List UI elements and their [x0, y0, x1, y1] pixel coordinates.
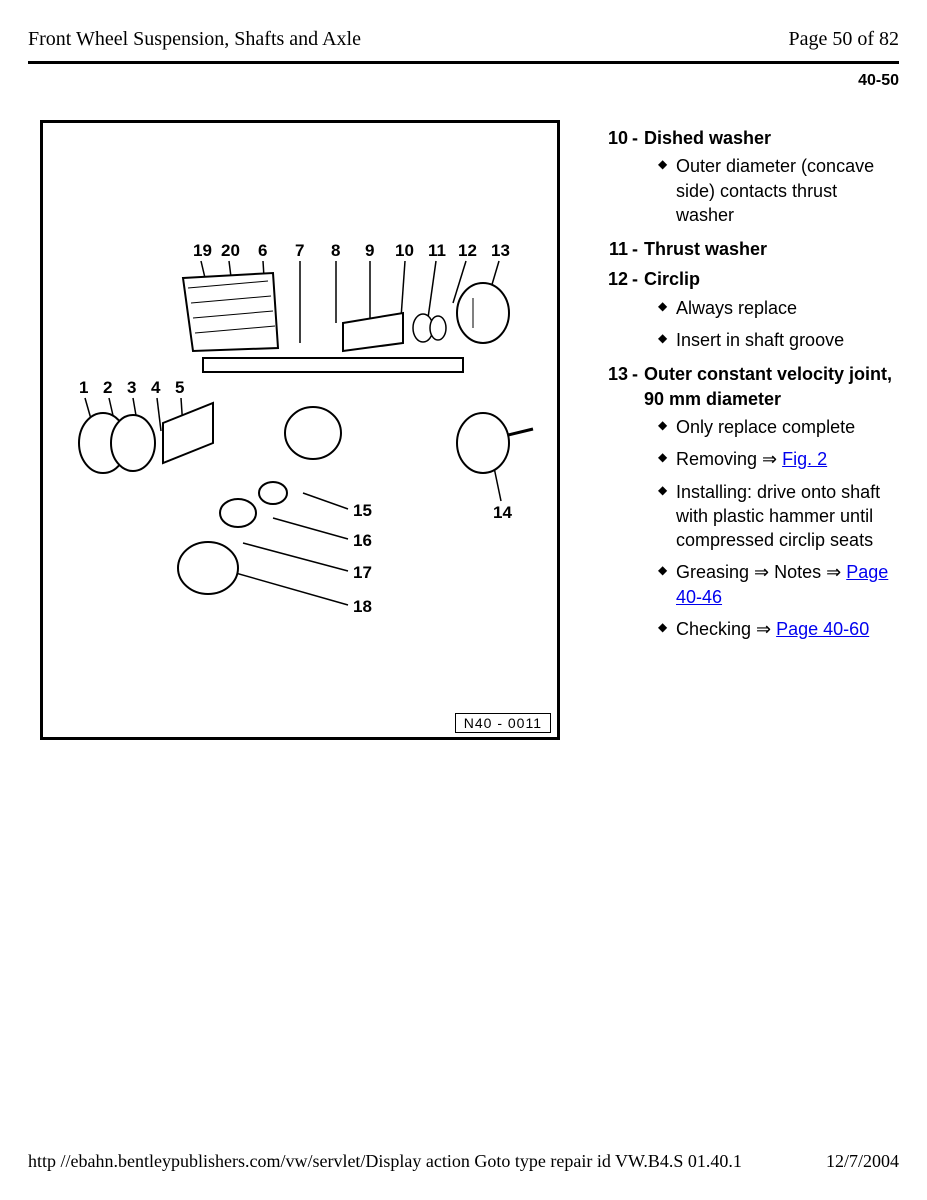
diagram-svg	[43, 123, 563, 743]
header-rule	[28, 61, 899, 64]
bullet: Outer diameter (concave side) contacts t…	[658, 154, 895, 227]
page-title: Front Wheel Suspension, Shafts and Axle	[28, 28, 361, 51]
item-title: Dished washer	[644, 126, 771, 150]
link-page-40-60[interactable]: Page 40-60	[776, 619, 869, 639]
item-10: 10 - Dished washer	[600, 126, 895, 150]
footer-url: http //ebahn.bentleypublishers.com/vw/se…	[28, 1151, 742, 1172]
item-title: Outer constant velocity joint, 90 mm dia…	[644, 362, 895, 411]
item-11: 11 - Thrust washer	[600, 237, 895, 261]
bullet: Always replace	[658, 296, 895, 320]
bullet: Insert in shaft groove	[658, 328, 895, 352]
bullet-prefix: Greasing ⇒ Notes ⇒	[676, 562, 846, 582]
item-13: 13 - Outer constant velocity joint, 90 m…	[600, 362, 895, 411]
bullet: Checking ⇒ Page 40-60	[658, 617, 895, 641]
section-number: 40-50	[28, 72, 899, 90]
bullet: Removing ⇒ Fig. 2	[658, 447, 895, 471]
parts-callout-list: 10 - Dished washer Outer diameter (conca…	[600, 120, 899, 740]
page-number: Page 50 of 82	[788, 28, 899, 51]
item-title: Circlip	[644, 267, 700, 291]
bullet: Only replace complete	[658, 415, 895, 439]
bullet-prefix: Checking ⇒	[676, 619, 776, 639]
item-title: Thrust washer	[644, 237, 767, 261]
item-number: 10	[600, 126, 628, 150]
item-12: 12 - Circlip	[600, 267, 895, 291]
link-fig-2[interactable]: Fig. 2	[782, 449, 827, 469]
footer-date: 12/7/2004	[826, 1151, 899, 1172]
item-number: 11	[600, 237, 628, 261]
bullet: Greasing ⇒ Notes ⇒ Page 40-46	[658, 560, 895, 609]
figure-reference-label: N40 - 0011	[455, 713, 551, 733]
bullet-prefix: Removing ⇒	[676, 449, 782, 469]
exploded-diagram: 19 20 6 7 8 9 10 11 12 13 1 2 3 4 5 15 1…	[40, 120, 560, 740]
item-number: 12	[600, 267, 628, 291]
bullet: Installing: drive onto shaft with plasti…	[658, 480, 895, 553]
item-number: 13	[600, 362, 628, 411]
